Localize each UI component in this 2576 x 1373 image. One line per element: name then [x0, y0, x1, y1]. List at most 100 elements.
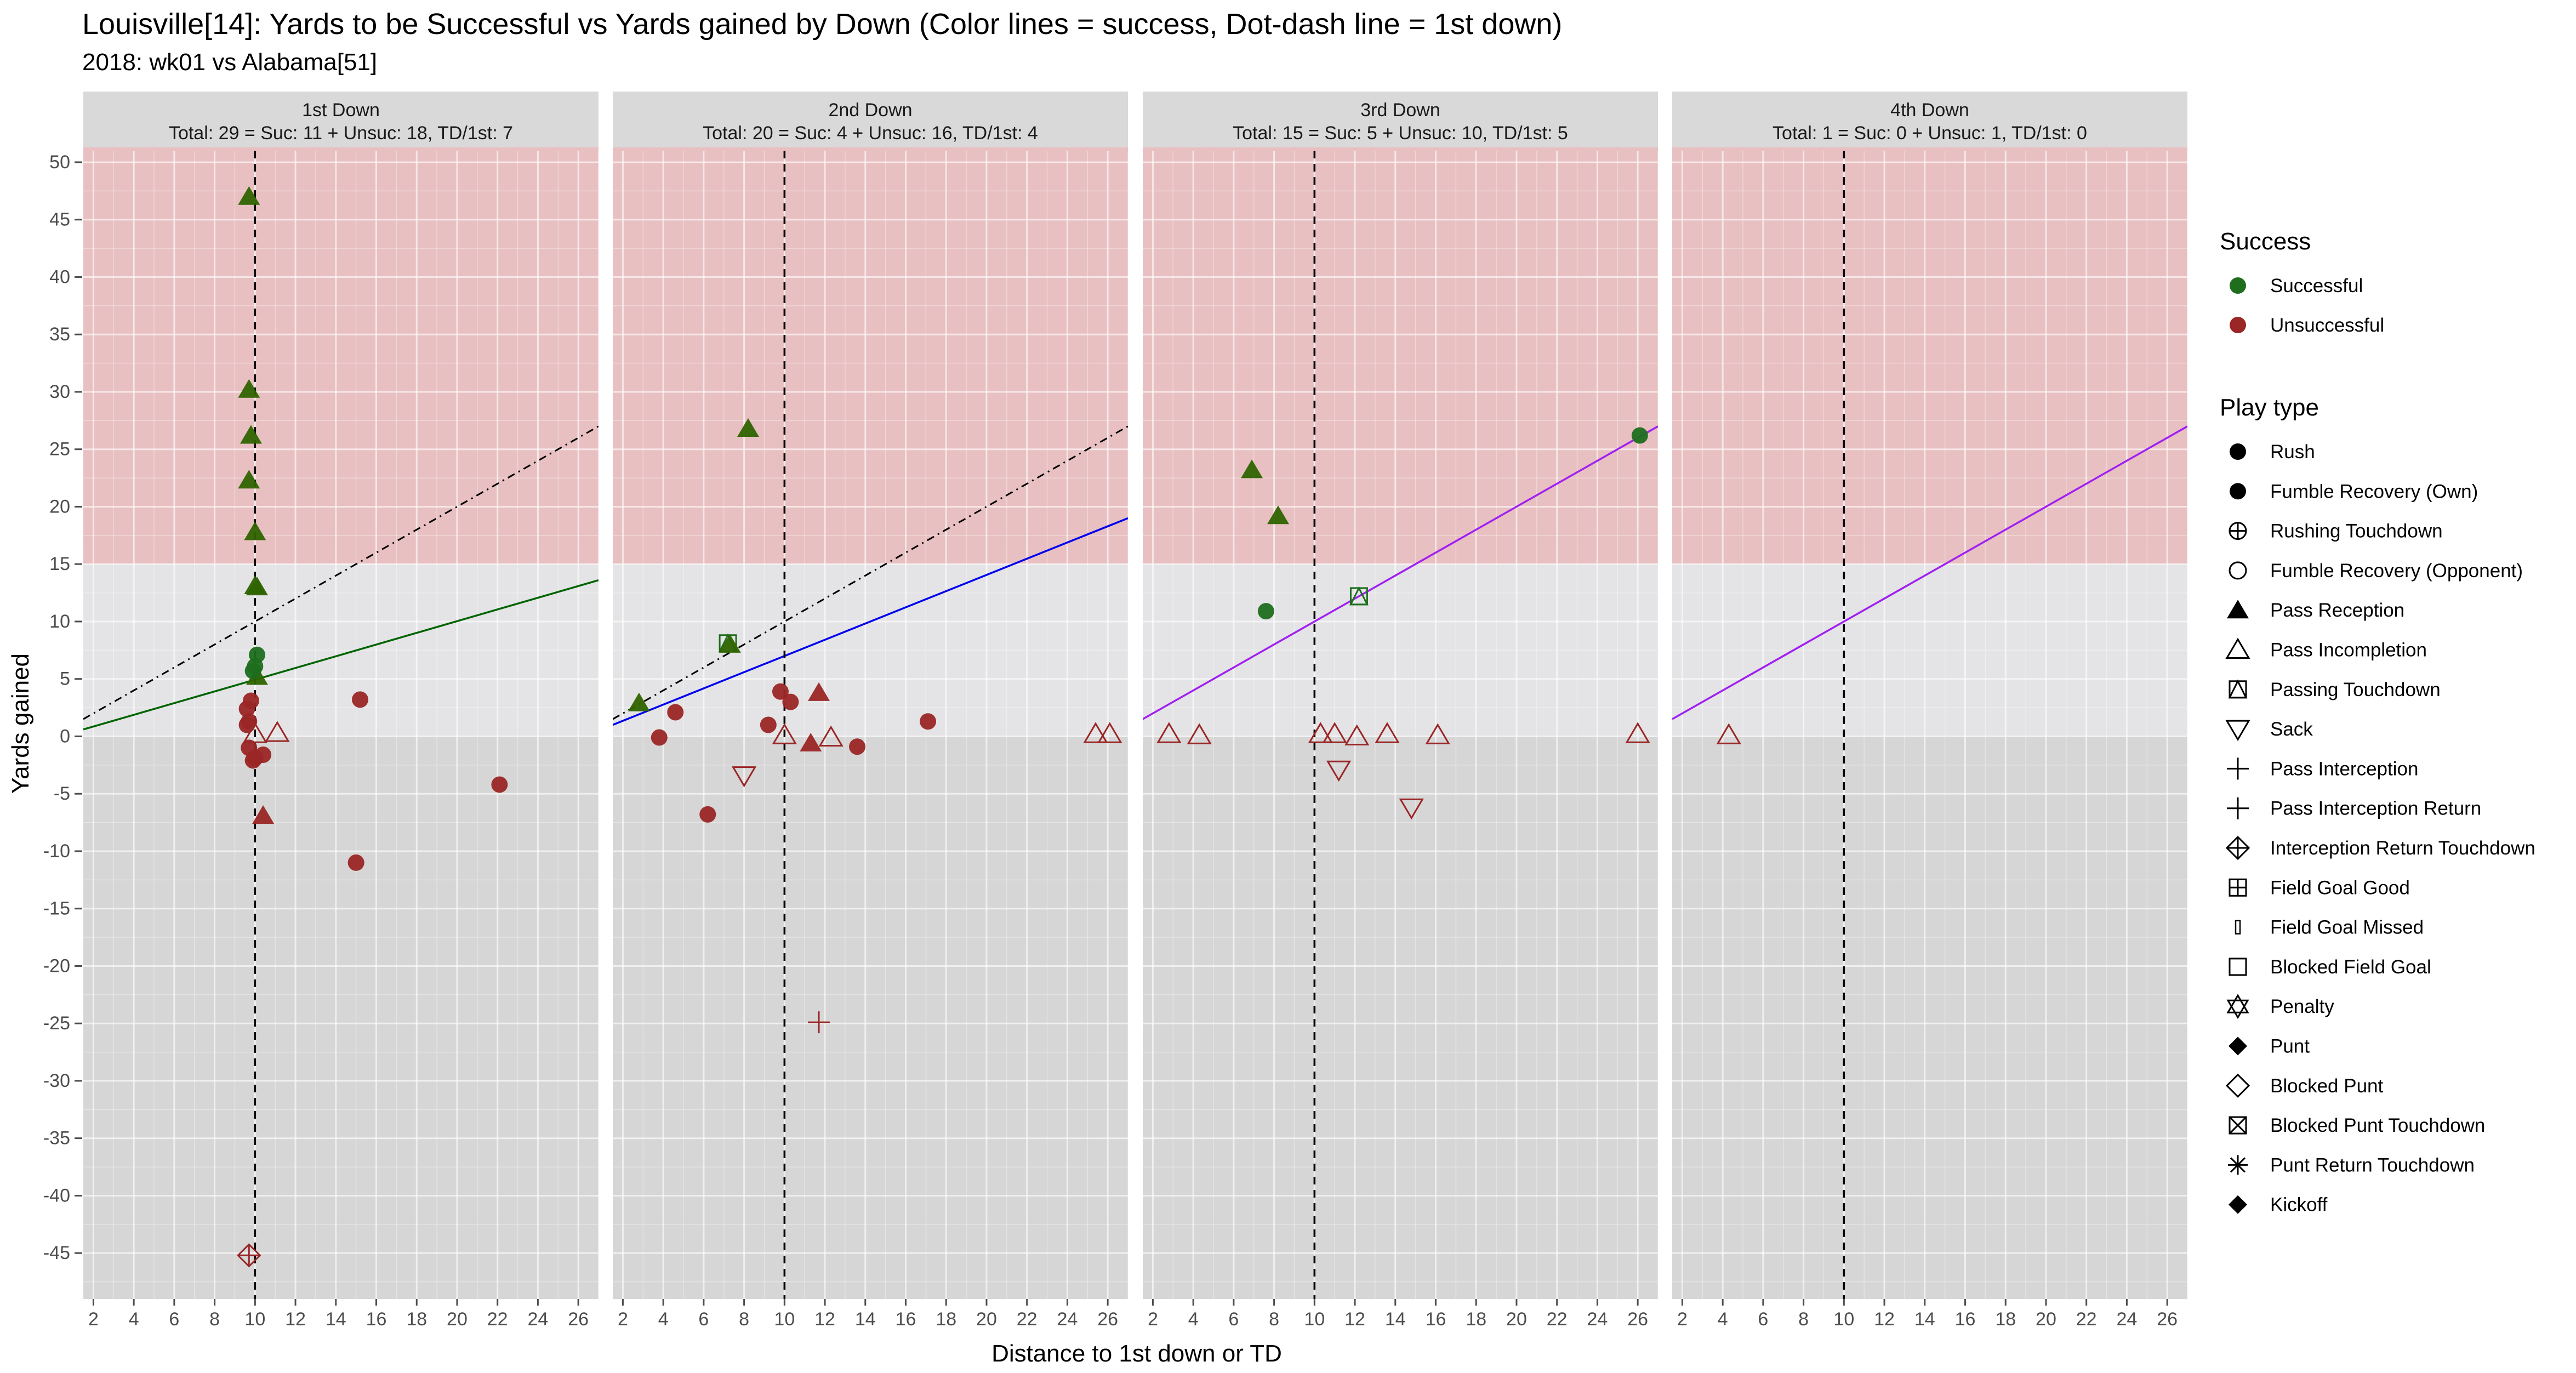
x-tick-label: 2	[1677, 1309, 1688, 1330]
x-tick-label: 4	[658, 1309, 669, 1330]
y-tick-label: -35	[43, 1128, 70, 1149]
legend-label: Blocked Punt Touchdown	[2270, 1115, 2485, 1136]
x-tick-label: 10	[1304, 1309, 1325, 1330]
data-point	[849, 738, 866, 755]
data-point	[1375, 722, 1400, 743]
legend-label: Unsuccessful	[2270, 315, 2384, 336]
data-point	[238, 716, 255, 733]
background-band	[1143, 564, 1658, 737]
data-point	[760, 716, 777, 733]
legend-key	[2226, 994, 2249, 1019]
x-tick-label: 14	[1385, 1309, 1406, 1330]
strip-summary: Total: 1 = Suc: 0 + Unsuc: 1, TD/1st: 0	[1773, 123, 2087, 144]
success-line	[1672, 425, 2187, 720]
panels-layer: -45 -40 -35 -30 -25 -20 -15 -10 -5 0 5 10 15 20 25 30 35…	[43, 92, 2188, 1330]
x-tick-label: 14	[855, 1309, 876, 1330]
legend-label: Rush	[2270, 441, 2315, 463]
legend-key	[2230, 443, 2246, 460]
data-point	[920, 713, 937, 730]
legend-key	[2229, 878, 2247, 897]
x-tick-label: 18	[406, 1309, 427, 1330]
data-point	[1097, 722, 1122, 743]
x-tick-label: 6	[1228, 1309, 1239, 1330]
legend-key	[2230, 317, 2246, 333]
x-tick-label: 22	[2076, 1309, 2097, 1330]
strip-background	[83, 92, 599, 151]
data-point	[1267, 505, 1289, 525]
background-band	[83, 564, 599, 737]
strip-title: 4th Down	[1890, 100, 1969, 121]
x-tick-label: 8	[739, 1309, 749, 1330]
x-tick-label: 18	[1466, 1309, 1486, 1330]
legend-label: Penalty	[2270, 996, 2334, 1017]
legend-label: Pass Incompletion	[2270, 640, 2427, 661]
background-band	[83, 736, 599, 1299]
data-point	[628, 692, 650, 711]
legend-playtype-title: Play type	[2220, 394, 2319, 421]
x-tick-label: 12	[285, 1309, 306, 1330]
x-tick-label: 20	[976, 1309, 997, 1330]
legend-key	[2227, 797, 2249, 819]
points-group	[237, 186, 508, 1268]
background-band	[1672, 736, 2187, 1299]
strip-title: 1st Down	[302, 100, 380, 121]
strip-title: 3rd Down	[1360, 100, 1440, 121]
x-tick-label: 26	[1097, 1309, 1118, 1330]
legend-key	[2230, 483, 2246, 500]
x-tick-label: 4	[1188, 1309, 1199, 1330]
legend-label: Rushing Touchdown	[2270, 521, 2443, 542]
success-line	[83, 579, 599, 731]
first-down-dotdash-line	[613, 425, 1128, 720]
y-tick-label: -10	[43, 841, 70, 862]
legend-label: Punt	[2270, 1036, 2310, 1057]
legend-key	[2229, 561, 2247, 580]
x-tick-label: 20	[2036, 1309, 2056, 1330]
legend-success-title: Success	[2220, 228, 2311, 255]
legend-label: Interception Return Touchdown	[2270, 838, 2535, 859]
y-tick-label: 15	[49, 554, 70, 574]
y-tick-label: -25	[43, 1013, 70, 1034]
background-band	[613, 736, 1128, 1299]
data-point	[1322, 722, 1347, 743]
data-point	[808, 1011, 830, 1034]
strip-background	[1143, 92, 1658, 151]
data-point	[240, 425, 262, 444]
data-point	[1399, 798, 1424, 820]
x-tick-label: 14	[326, 1309, 346, 1330]
data-point	[667, 704, 684, 721]
data-point	[818, 725, 844, 747]
background-band	[1143, 147, 1658, 565]
legend-key	[2229, 1116, 2247, 1135]
x-tick-label: 16	[1955, 1309, 1976, 1330]
x-tick-label: 6	[169, 1309, 179, 1330]
legend-key	[2229, 1195, 2247, 1214]
x-tick-label: 6	[1758, 1309, 1768, 1330]
legend-label: Kickoff	[2270, 1194, 2328, 1216]
legend-label: Sack	[2270, 719, 2313, 740]
data-point	[1349, 586, 1369, 606]
background-band	[1143, 736, 1658, 1299]
legend-label: Blocked Punt	[2270, 1075, 2384, 1097]
legend-label: Successful	[2270, 275, 2363, 297]
x-tick-label: 16	[366, 1309, 387, 1330]
legend-key	[2229, 1036, 2247, 1056]
y-tick-label: -45	[43, 1243, 70, 1263]
x-tick-label: 24	[527, 1309, 548, 1330]
data-point	[237, 1243, 261, 1268]
x-axis-title: Distance to 1st down or TD	[991, 1340, 1282, 1367]
data-point	[772, 683, 789, 700]
chart-title: Louisville[14]: Yards to be Successful v…	[82, 8, 1562, 41]
data-point	[244, 521, 266, 540]
data-point	[800, 733, 822, 752]
x-tick-label: 16	[896, 1309, 916, 1330]
x-tick-label: 16	[1426, 1309, 1446, 1330]
data-point	[265, 721, 290, 742]
x-tick-label: 18	[1995, 1309, 2016, 1330]
x-tick-label: 24	[1057, 1309, 1078, 1330]
background-band	[613, 564, 1128, 737]
data-point	[1344, 724, 1370, 745]
